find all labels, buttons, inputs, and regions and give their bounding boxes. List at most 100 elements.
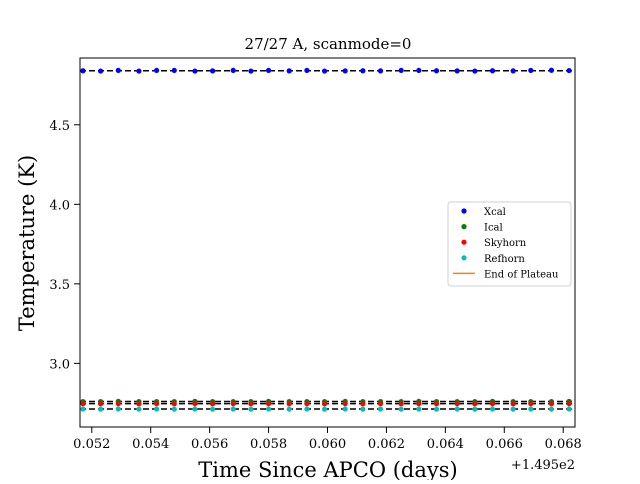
legend: Xcal Ical Skyhorn Refhorn End of Plateau — [447, 201, 572, 287]
x-axis: 0.052 0.054 0.056 0.058 0.060 0.062 0.064 0.066… — [73, 427, 582, 452]
data-point-skyhorn-23 — [510, 401, 516, 407]
data-point-refhorn-21 — [472, 406, 478, 412]
data-point-xcal-24 — [528, 67, 534, 74]
data-point-refhorn-22 — [489, 406, 496, 412]
data-point-skyhorn-19 — [433, 401, 440, 407]
chart-title: 27/27 A, scanmode=0 — [245, 35, 412, 53]
data-point-xcal-5 — [171, 67, 177, 74]
data-point-refhorn-13 — [321, 406, 328, 412]
y-axis-label: Temperature (K) — [15, 155, 39, 331]
data-point-refhorn-25 — [548, 406, 555, 412]
data-point-skyhorn-14 — [342, 401, 348, 407]
data-point-refhorn-18 — [416, 406, 422, 412]
data-point-refhorn-11 — [286, 406, 292, 412]
data-point-refhorn-6 — [192, 406, 198, 412]
data-point-refhorn-26 — [566, 406, 572, 412]
data-point-skyhorn-6 — [192, 401, 198, 407]
data-point-xcal-17 — [398, 67, 404, 74]
legend-label: End of Plateau — [484, 269, 559, 280]
legend-label: Refhorn — [484, 254, 525, 265]
data-point-xcal-3 — [136, 68, 142, 74]
data-point-skyhorn-11 — [286, 401, 292, 407]
plot-area — [79, 57, 576, 428]
series-xcal — [80, 67, 572, 74]
data-point-xcal-20 — [454, 68, 460, 74]
x-tick-label: 0.054 — [132, 437, 169, 452]
data-point-xcal-8 — [230, 67, 236, 74]
legend-label: Ical — [484, 223, 503, 234]
x-tick-label: 0.052 — [73, 437, 110, 452]
x-offset-text: +1.495e2 — [511, 458, 575, 473]
data-point-skyhorn-10 — [265, 401, 272, 407]
data-point-skyhorn-7 — [209, 401, 216, 407]
data-point-skyhorn-18 — [416, 401, 422, 407]
data-point-xcal-7 — [209, 68, 216, 74]
data-point-xcal-2 — [115, 67, 121, 74]
data-point-refhorn-8 — [230, 406, 236, 412]
data-point-xcal-11 — [286, 68, 292, 74]
y-axis: 3.0 3.5 4.0 4.5 — [49, 119, 80, 372]
legend-label: Skyhorn — [484, 238, 527, 249]
legend-label: Xcal — [484, 207, 506, 218]
data-point-xcal-13 — [321, 68, 328, 74]
data-point-refhorn-10 — [265, 406, 272, 412]
data-point-xcal-1 — [98, 68, 104, 74]
data-point-refhorn-2 — [115, 406, 121, 412]
data-point-skyhorn-13 — [321, 401, 328, 407]
data-point-refhorn-12 — [304, 406, 310, 412]
data-point-refhorn-17 — [398, 406, 404, 412]
data-point-refhorn-16 — [377, 406, 384, 412]
x-tick-label: 0.060 — [309, 437, 346, 452]
x-axis-label: Time Since APCO (days) — [198, 458, 457, 480]
data-point-skyhorn-26 — [566, 401, 572, 407]
y-tick-label: 4.5 — [49, 119, 70, 134]
data-point-refhorn-23 — [510, 406, 516, 412]
data-point-xcal-14 — [342, 68, 348, 74]
data-point-skyhorn-17 — [398, 401, 404, 407]
data-point-xcal-0 — [80, 68, 86, 74]
series-skyhorn — [80, 401, 572, 407]
data-point-refhorn-0 — [80, 406, 86, 412]
data-point-skyhorn-25 — [548, 401, 555, 407]
x-tick-label: 0.056 — [191, 437, 228, 452]
data-point-skyhorn-12 — [304, 401, 310, 407]
legend-marker-skyhorn — [461, 239, 467, 245]
data-point-xcal-21 — [472, 68, 478, 74]
data-point-skyhorn-4 — [154, 401, 160, 407]
data-point-xcal-4 — [154, 67, 160, 74]
data-point-xcal-18 — [416, 67, 422, 74]
data-point-refhorn-4 — [154, 406, 160, 412]
data-point-refhorn-19 — [433, 406, 440, 412]
data-point-refhorn-24 — [528, 406, 534, 412]
data-point-skyhorn-1 — [98, 401, 104, 407]
data-point-skyhorn-22 — [489, 401, 496, 407]
data-point-refhorn-1 — [98, 406, 104, 412]
data-point-refhorn-5 — [171, 406, 177, 412]
data-point-skyhorn-8 — [230, 401, 236, 407]
x-tick-label: 0.066 — [486, 437, 523, 452]
data-point-skyhorn-21 — [472, 401, 478, 407]
data-point-refhorn-9 — [248, 406, 254, 412]
data-point-xcal-10 — [265, 67, 272, 74]
data-point-skyhorn-24 — [528, 401, 534, 407]
data-point-xcal-15 — [360, 68, 366, 74]
data-point-skyhorn-2 — [115, 401, 121, 407]
data-point-xcal-16 — [377, 68, 384, 74]
x-tick-label: 0.068 — [545, 437, 582, 452]
data-point-xcal-23 — [510, 68, 516, 74]
legend-marker-xcal — [461, 208, 467, 214]
data-point-skyhorn-3 — [136, 401, 142, 407]
legend-marker-ical — [461, 224, 467, 230]
data-point-xcal-25 — [548, 67, 555, 73]
data-point-xcal-26 — [566, 67, 572, 74]
series-refhorn — [80, 406, 572, 412]
data-point-xcal-9 — [248, 68, 254, 74]
data-point-refhorn-20 — [454, 406, 460, 412]
y-tick-label: 3.5 — [49, 278, 70, 293]
data-point-refhorn-7 — [209, 406, 216, 412]
data-point-refhorn-15 — [360, 406, 366, 412]
data-point-xcal-22 — [489, 68, 496, 74]
data-point-refhorn-3 — [136, 406, 142, 412]
y-tick-label: 3.0 — [49, 357, 70, 372]
